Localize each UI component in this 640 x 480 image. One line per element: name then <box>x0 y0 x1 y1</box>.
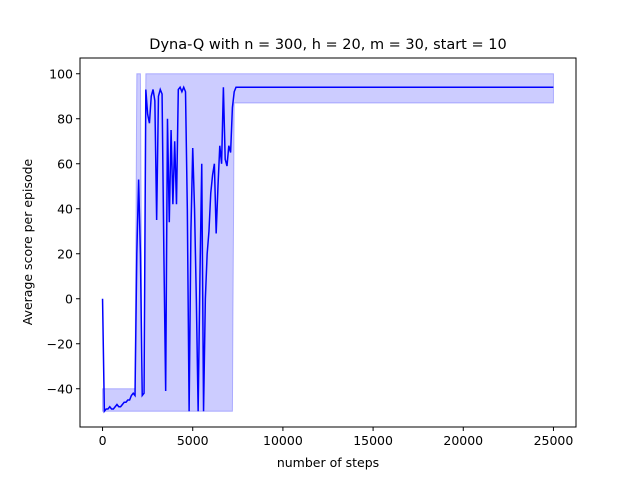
confidence-band <box>102 73 554 412</box>
x-tick-label: 0 <box>99 433 107 448</box>
chart-title: Dyna-Q with n = 300, h = 20, m = 30, sta… <box>149 37 506 53</box>
x-tick-label: 20000 <box>443 433 483 448</box>
series-line <box>101 85 554 414</box>
y-tick-label: 80 <box>57 111 73 126</box>
x-tick-label: 25000 <box>534 433 574 448</box>
x-tick-label: 15000 <box>353 433 393 448</box>
x-axis-label: number of steps <box>277 455 379 470</box>
y-axis: −40 −20 0 20 40 60 80 100 <box>47 66 80 396</box>
y-axis-label: Average score per episode <box>20 158 35 325</box>
y-tick-label: −40 <box>47 381 73 396</box>
plot-area <box>79 57 577 428</box>
y-tick-label: 40 <box>57 201 73 216</box>
y-tick-label: 60 <box>57 156 73 171</box>
y-tick-label: 100 <box>49 66 73 81</box>
y-tick-label: −20 <box>47 336 73 351</box>
y-tick-label: 20 <box>57 246 73 261</box>
x-tick-label: 10000 <box>263 433 303 448</box>
y-tick-label: 0 <box>65 291 73 306</box>
x-axis: 0 5000 10000 15000 20000 25000 <box>99 427 574 448</box>
axes-frame <box>79 57 577 428</box>
x-tick-label: 5000 <box>177 433 209 448</box>
